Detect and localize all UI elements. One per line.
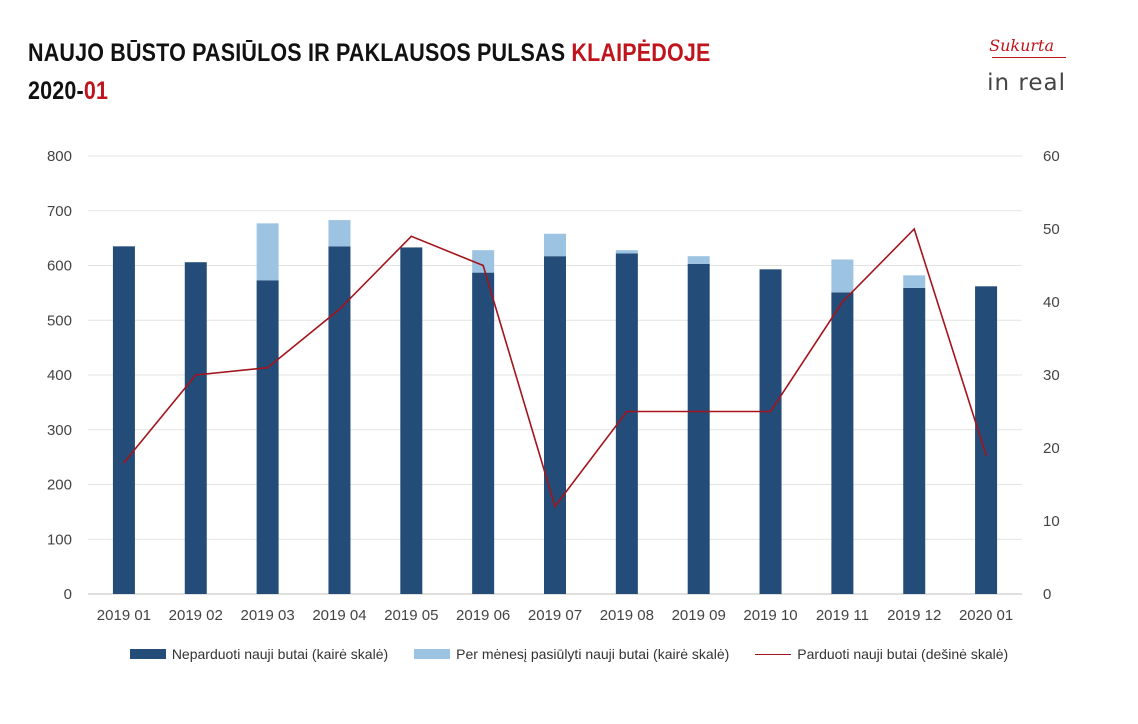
sold-point <box>410 235 413 238</box>
right-tick-label: 40 <box>1043 294 1060 311</box>
left-tick-label: 500 <box>47 312 72 329</box>
legend-label-unsold: Neparduoti nauji butai (kairė skalė) <box>171 646 389 662</box>
sold-point <box>626 410 628 413</box>
sold-point <box>985 454 987 457</box>
bar-unsold <box>903 287 926 594</box>
right-tick-label: 20 <box>1043 440 1060 457</box>
bar-unsold <box>112 246 135 594</box>
sold-line-group <box>123 227 987 509</box>
sold-point <box>554 505 556 508</box>
axes: 0 100 200 300 400 500 600 700 800 0 10 20 30 40 50 60 20… <box>47 148 1060 624</box>
bar-offered <box>472 250 495 273</box>
left-tick-label: 700 <box>47 203 72 220</box>
sold-point <box>769 410 772 413</box>
bar-offered <box>256 223 279 281</box>
x-tick-label: 2019 10 <box>743 607 797 624</box>
logo-divider <box>992 57 1066 58</box>
left-tick-label: 100 <box>47 531 72 548</box>
legend-item-sold: Parduoti nauji butai (dešinė skalė) <box>755 646 1008 662</box>
legend-swatch-unsold <box>129 649 166 659</box>
left-tick-label: 600 <box>47 258 72 275</box>
sold-point <box>266 366 269 369</box>
x-tick-label: 2019 06 <box>456 607 510 624</box>
bar-offered <box>687 256 710 264</box>
title-line-2: 2020-01 <box>28 72 711 110</box>
x-tick-label: 2019 01 <box>97 607 151 624</box>
x-tick-label: 2019 11 <box>816 607 869 624</box>
legend-label-offered: Per mėnesį pasiūlyti nauji butai (kairė … <box>456 646 730 662</box>
legend-swatch-sold <box>755 653 792 655</box>
legend-swatch-offered <box>414 649 451 659</box>
legend-item-unsold: Neparduoti nauji butai (kairė skalė) <box>129 646 389 662</box>
sold-point <box>841 301 844 303</box>
left-tick-label: 300 <box>47 422 72 439</box>
bar-unsold <box>544 256 566 594</box>
sold-point <box>338 308 341 311</box>
chart-area: 0 100 200 300 400 500 600 700 800 0 10 20 30 40 50 60 20… <box>47 148 1060 624</box>
x-tick-label: 2019 09 <box>672 607 726 624</box>
right-tick-label: 60 <box>1043 148 1060 165</box>
bar-unsold <box>256 280 279 594</box>
bar-unsold <box>831 292 854 594</box>
legend-item-offered: Per mėnesį pasiūlyti nauji butai (kairė … <box>414 646 729 662</box>
right-tick-label: 30 <box>1043 367 1060 384</box>
x-tick-label: 2019 02 <box>169 607 223 624</box>
right-tick-label: 50 <box>1043 221 1060 238</box>
bar-offered <box>903 275 926 288</box>
bar-offered <box>328 220 351 247</box>
bar-unsold <box>687 263 710 594</box>
bar-unsold <box>400 247 423 594</box>
bar-unsold <box>328 246 351 594</box>
bar-offered <box>615 250 638 254</box>
x-tick-label: 2019 08 <box>600 607 654 624</box>
right-tick-label: 10 <box>1043 513 1060 530</box>
title-line-1: NAUJO BŪSTO PASIŪLOS IR PAKLAUSOS PULSAS… <box>28 34 711 72</box>
x-tick-label: 2020 01 <box>959 607 1013 624</box>
legend-label-sold: Parduoti nauji butai (dešinė skalė) <box>797 646 1009 662</box>
right-tick-label: 0 <box>1043 586 1051 603</box>
title-main: NAUJO BŪSTO PASIŪLOS IR PAKLAUSOS PULSAS <box>28 39 572 67</box>
bar-unsold <box>975 286 998 594</box>
sold-point <box>913 228 916 230</box>
bar-unsold <box>615 253 638 594</box>
brand-logo: Sukurta in real <box>966 36 1066 106</box>
legend: Neparduoti nauji butai (kairė skalė) Per… <box>0 646 1138 662</box>
sold-point <box>697 410 700 413</box>
logo-sukurta-text: Sukurta <box>989 36 1054 55</box>
sold-point <box>194 374 197 376</box>
x-tick-label: 2019 04 <box>312 607 366 624</box>
bar-unsold <box>472 272 495 594</box>
left-tick-label: 0 <box>64 586 72 603</box>
left-tick-label: 400 <box>47 367 72 384</box>
left-tick-label: 800 <box>47 148 72 165</box>
subtitle-month: 01 <box>83 77 109 105</box>
x-tick-label: 2019 03 <box>240 607 294 624</box>
sold-point <box>482 264 484 267</box>
bar-unsold <box>184 262 207 594</box>
x-tick-label: 2019 07 <box>528 607 582 624</box>
chart-title: NAUJO BŪSTO PASIŪLOS IR PAKLAUSOS PULSAS… <box>28 34 711 110</box>
bars <box>112 220 998 594</box>
logo-brand-text: in real <box>987 70 1066 96</box>
bar-offered <box>544 233 566 257</box>
left-tick-label: 200 <box>47 477 72 494</box>
subtitle-year: 2020- <box>28 77 84 105</box>
bar-unsold <box>759 269 782 594</box>
x-tick-label: 2019 05 <box>384 607 438 624</box>
x-tick-label: 2019 12 <box>887 607 941 624</box>
bar-offered <box>831 259 854 293</box>
sold-point <box>123 461 125 464</box>
title-city: KLAIPĖDOJE <box>571 39 711 67</box>
